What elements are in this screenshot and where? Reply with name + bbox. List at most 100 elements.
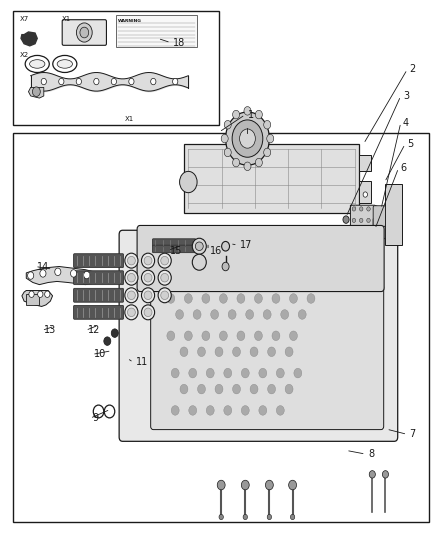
Circle shape <box>226 112 269 165</box>
Ellipse shape <box>195 242 203 251</box>
Circle shape <box>28 272 34 279</box>
Circle shape <box>38 291 43 297</box>
Ellipse shape <box>141 253 155 268</box>
Circle shape <box>189 368 197 378</box>
Ellipse shape <box>141 288 155 303</box>
Circle shape <box>222 262 229 271</box>
Text: X1: X1 <box>125 116 134 122</box>
Text: X1: X1 <box>61 17 71 22</box>
Circle shape <box>244 107 251 115</box>
Circle shape <box>55 268 61 276</box>
Circle shape <box>45 291 50 297</box>
Circle shape <box>111 78 117 85</box>
Circle shape <box>224 368 232 378</box>
Circle shape <box>254 331 262 341</box>
Polygon shape <box>26 266 99 285</box>
Circle shape <box>374 230 378 234</box>
Bar <box>13 133 429 522</box>
Circle shape <box>290 294 297 303</box>
Circle shape <box>40 270 46 277</box>
Text: 10: 10 <box>94 350 106 359</box>
Bar <box>359 181 371 203</box>
Circle shape <box>111 329 118 337</box>
Text: 8: 8 <box>368 449 374 459</box>
Text: 2: 2 <box>410 64 416 74</box>
Ellipse shape <box>144 291 152 300</box>
Circle shape <box>281 310 289 319</box>
Circle shape <box>243 514 247 520</box>
FancyBboxPatch shape <box>74 271 124 285</box>
Circle shape <box>104 337 111 345</box>
Circle shape <box>360 230 363 234</box>
Circle shape <box>264 120 271 129</box>
Circle shape <box>219 331 227 341</box>
Bar <box>26 294 39 305</box>
Circle shape <box>215 384 223 394</box>
Ellipse shape <box>57 60 73 68</box>
Ellipse shape <box>127 256 135 265</box>
Circle shape <box>374 207 378 211</box>
Bar <box>359 155 371 171</box>
Circle shape <box>241 406 249 415</box>
Text: 15: 15 <box>170 246 182 255</box>
Circle shape <box>272 294 280 303</box>
Text: 17: 17 <box>240 240 252 250</box>
Circle shape <box>244 162 251 171</box>
Ellipse shape <box>158 288 171 303</box>
Circle shape <box>360 219 363 223</box>
Circle shape <box>224 406 232 415</box>
Ellipse shape <box>141 305 155 320</box>
Circle shape <box>184 331 192 341</box>
Circle shape <box>219 294 227 303</box>
Circle shape <box>171 406 179 415</box>
Ellipse shape <box>144 308 152 317</box>
Text: 11: 11 <box>136 358 148 367</box>
Circle shape <box>198 347 205 357</box>
Circle shape <box>189 406 197 415</box>
Circle shape <box>363 192 367 197</box>
Circle shape <box>221 134 228 143</box>
Circle shape <box>241 368 249 378</box>
Circle shape <box>285 347 293 357</box>
Polygon shape <box>21 32 37 46</box>
Ellipse shape <box>144 273 152 282</box>
Circle shape <box>267 514 272 520</box>
Ellipse shape <box>141 270 155 285</box>
Circle shape <box>80 27 88 38</box>
Circle shape <box>232 120 263 157</box>
Circle shape <box>180 171 197 193</box>
FancyBboxPatch shape <box>373 206 385 227</box>
Ellipse shape <box>127 291 135 300</box>
Circle shape <box>369 471 375 478</box>
Text: 7: 7 <box>410 430 416 439</box>
FancyBboxPatch shape <box>152 245 196 253</box>
Circle shape <box>240 129 255 148</box>
Circle shape <box>237 294 245 303</box>
Circle shape <box>255 158 262 167</box>
Circle shape <box>176 310 184 319</box>
Circle shape <box>206 368 214 378</box>
Circle shape <box>265 480 273 490</box>
Circle shape <box>367 219 370 223</box>
Circle shape <box>246 310 254 319</box>
Text: 18: 18 <box>173 38 185 47</box>
Circle shape <box>167 331 175 341</box>
Circle shape <box>233 110 240 119</box>
Circle shape <box>294 368 302 378</box>
Circle shape <box>307 294 315 303</box>
Text: WARNING: WARNING <box>118 19 142 23</box>
Circle shape <box>180 347 188 357</box>
Circle shape <box>184 294 192 303</box>
Text: 9: 9 <box>92 414 98 423</box>
FancyBboxPatch shape <box>62 20 106 45</box>
FancyBboxPatch shape <box>119 230 398 441</box>
Circle shape <box>289 480 297 490</box>
Circle shape <box>233 158 240 167</box>
Circle shape <box>255 110 262 119</box>
Ellipse shape <box>25 55 49 72</box>
Circle shape <box>202 294 210 303</box>
Circle shape <box>267 134 274 143</box>
Circle shape <box>233 347 240 357</box>
Ellipse shape <box>158 270 171 285</box>
Circle shape <box>224 120 231 129</box>
